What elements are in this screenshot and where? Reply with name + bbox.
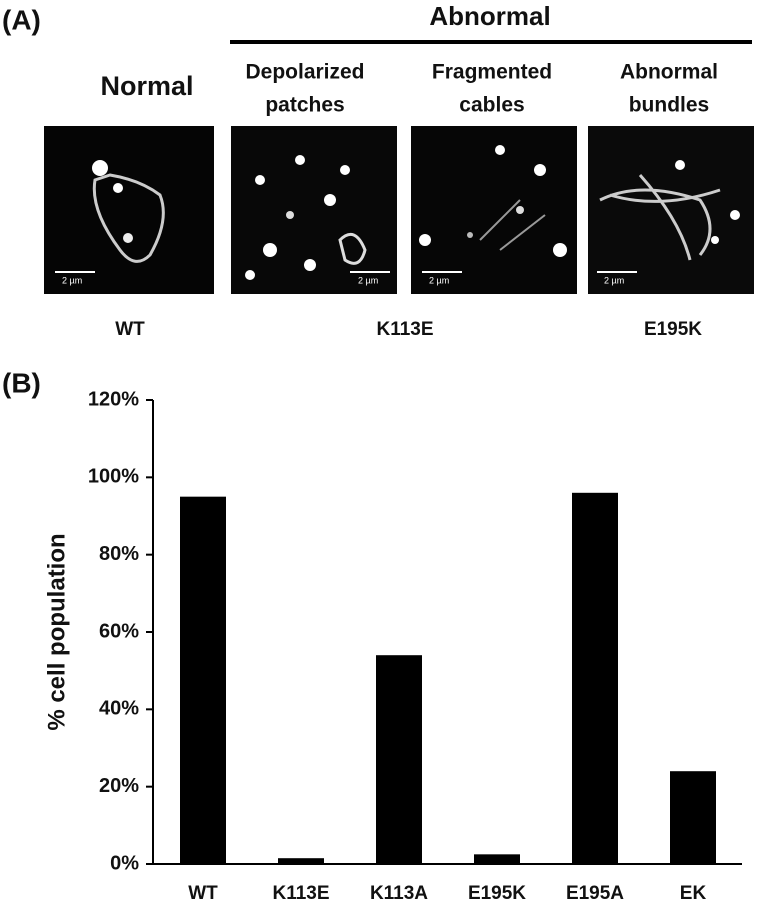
scale-bar-label: 2 µm bbox=[604, 275, 624, 285]
column-title: Depolarized bbox=[245, 61, 364, 84]
x-tick-label: K113E bbox=[272, 883, 329, 904]
bar bbox=[376, 655, 422, 864]
panel-label: (A) bbox=[2, 4, 41, 35]
scale-bar-label: 2 µm bbox=[358, 275, 378, 285]
y-tick-label: 80% bbox=[99, 543, 139, 565]
micrograph: 2 µm bbox=[411, 126, 577, 294]
y-tick-label: 120% bbox=[88, 388, 139, 410]
y-axis-label: % cell population bbox=[43, 533, 70, 730]
micrograph: 2 µm bbox=[588, 126, 754, 294]
column-title: bundles bbox=[629, 94, 710, 117]
y-tick-label: 100% bbox=[88, 466, 139, 488]
bar bbox=[670, 771, 716, 864]
column-title: patches bbox=[265, 94, 344, 117]
x-tick-label: E195A bbox=[566, 883, 624, 904]
bar bbox=[278, 858, 324, 864]
y-tick-label: 60% bbox=[99, 620, 139, 642]
x-tick-label: EK bbox=[680, 883, 707, 904]
strain-label: K113E bbox=[376, 319, 433, 340]
x-tick-label: WT bbox=[188, 883, 218, 904]
y-tick-label: 20% bbox=[99, 775, 139, 797]
strain-label: WT bbox=[115, 319, 145, 340]
x-tick-label: K113A bbox=[370, 883, 428, 904]
scale-bar-label: 2 µm bbox=[62, 275, 82, 285]
x-tick-label: E195K bbox=[468, 883, 526, 904]
bar bbox=[180, 496, 226, 864]
panel-label: (B) bbox=[2, 367, 41, 398]
micrograph: 2 µm bbox=[44, 126, 214, 294]
strain-label: E195K bbox=[644, 319, 702, 340]
scale-bar-label: 2 µm bbox=[429, 275, 449, 285]
group-title: Abnormal bbox=[429, 1, 550, 31]
micrograph: 2 µm bbox=[231, 126, 397, 294]
column-title: Fragmented bbox=[432, 61, 552, 84]
bar bbox=[572, 492, 618, 864]
bar bbox=[474, 854, 520, 864]
column-title: cables bbox=[459, 94, 524, 117]
y-tick-label: 40% bbox=[99, 698, 139, 720]
column-title: Abnormal bbox=[620, 61, 718, 84]
y-tick-label: 0% bbox=[110, 852, 139, 874]
column-title: Normal bbox=[100, 71, 193, 101]
